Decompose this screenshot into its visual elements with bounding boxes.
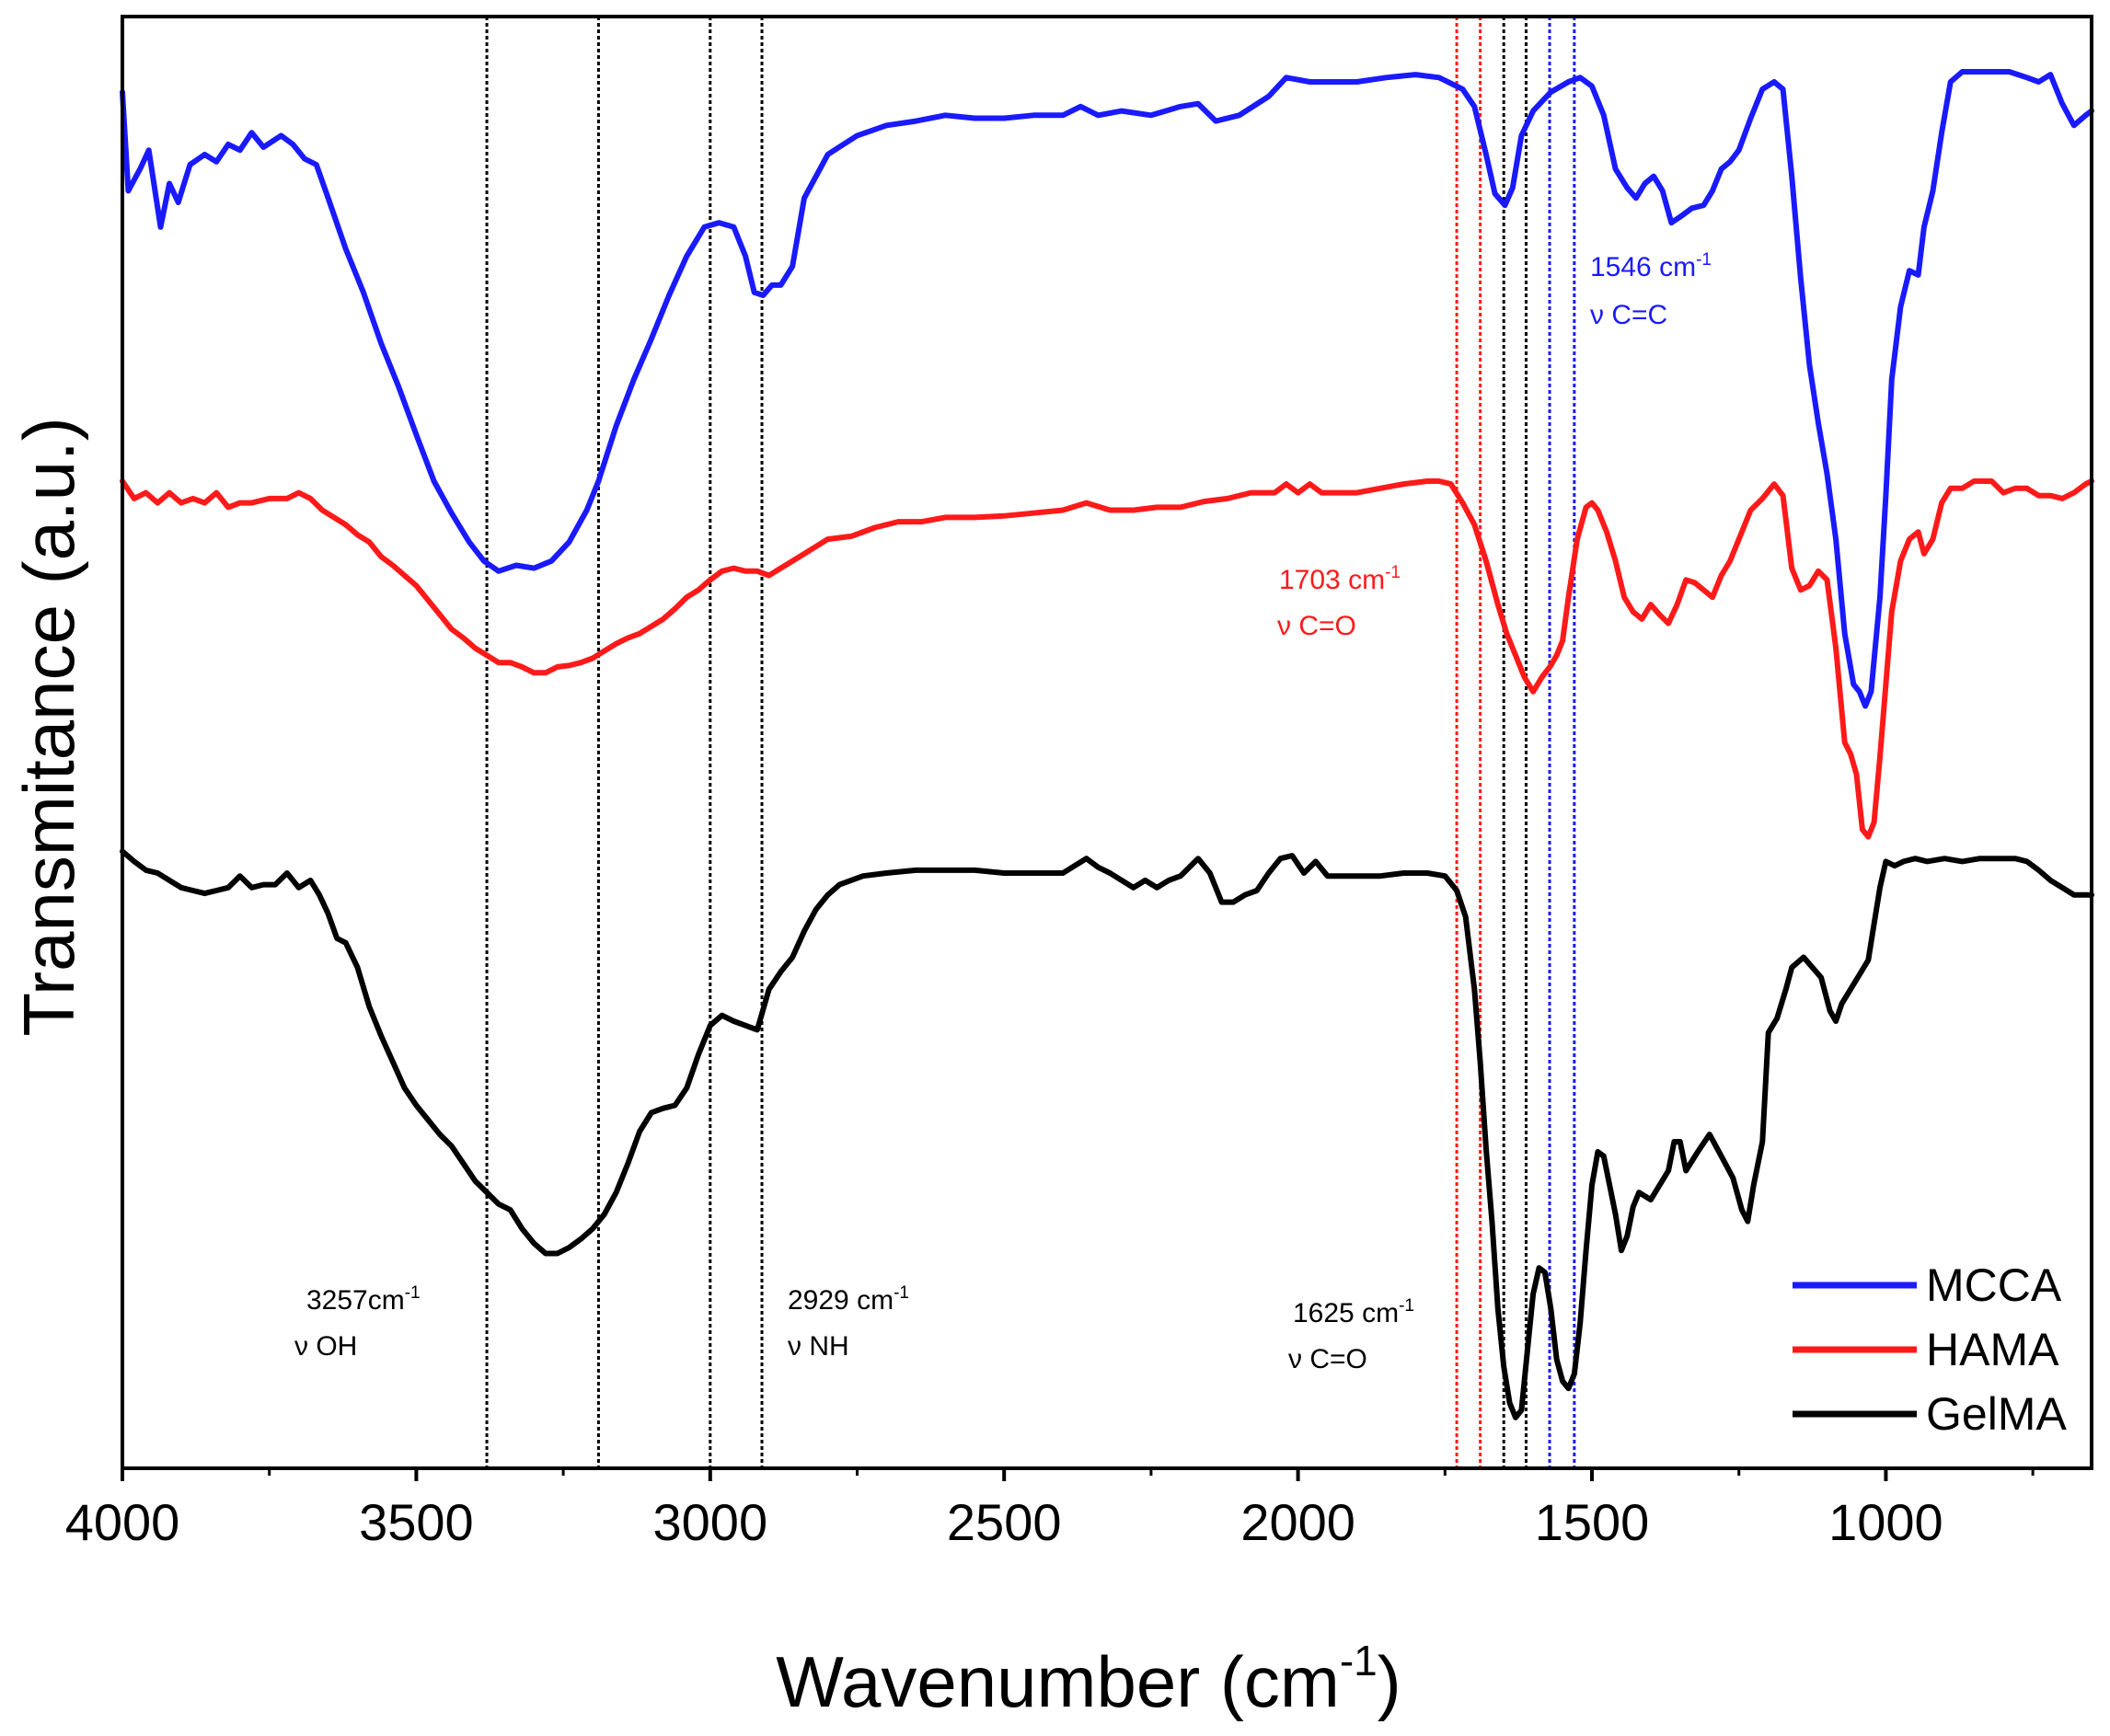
- annotation-1703: 1703 cm-1 ν C=O: [1277, 563, 1401, 641]
- legend-label-hama: HAMA: [1926, 1324, 2059, 1375]
- x-tick-label-3500: 3500: [359, 1493, 474, 1551]
- annotation-3257-value: 3257cm-1: [306, 1283, 421, 1316]
- annotation-1625: 1625 cm-1 ν C=O: [1288, 1296, 1414, 1374]
- annotation-1546-assignment: ν C=C: [1590, 300, 1667, 330]
- x-tick-label-4000: 4000: [65, 1493, 180, 1551]
- annotation-1546-superscript: -1: [1696, 250, 1712, 270]
- plot-frame: [121, 15, 2093, 1470]
- annotation-1625-assignment: ν C=O: [1288, 1344, 1367, 1374]
- x-axis-ticks: 4000 3500 3000 2500 2000 1500 1000: [65, 1468, 2035, 1551]
- annotation-1625-number: 1625 cm: [1293, 1298, 1399, 1328]
- annotation-3257-number: 3257cm: [306, 1285, 405, 1316]
- x-tick-label-2500: 2500: [947, 1493, 1062, 1551]
- x-axis-label-superscript: -1: [1340, 1637, 1378, 1684]
- annotation-2929: 2929 cm-1 ν NH: [788, 1283, 909, 1362]
- reference-lines: [485, 15, 1576, 1470]
- series-line-mcca: [120, 69, 2094, 709]
- annotation-2929-superscript: -1: [894, 1283, 909, 1303]
- series-line-hama: [120, 478, 2094, 840]
- annotation-1703-number: 1703 cm: [1279, 565, 1385, 595]
- x-axis-label-text: Wavenumber (cm: [776, 1641, 1340, 1722]
- x-tick-label-3000: 3000: [653, 1493, 768, 1551]
- x-axis-label: Wavenumber (cm-1): [776, 1637, 1401, 1722]
- annotation-1546-value: 1546 cm-1: [1590, 250, 1712, 282]
- annotation-1625-superscript: -1: [1399, 1296, 1414, 1316]
- legend: MCCA HAMA GelMA: [1793, 1259, 2067, 1440]
- annotation-1703-assignment: ν C=O: [1277, 611, 1356, 641]
- x-tick-label-2000: 2000: [1240, 1493, 1355, 1551]
- annotation-1625-value: 1625 cm-1: [1293, 1296, 1414, 1328]
- annotation-2929-assignment: ν NH: [788, 1331, 849, 1362]
- series-line-gelma: [120, 848, 2094, 1420]
- annotation-3257-assignment: ν OH: [294, 1331, 357, 1362]
- x-tick-label-1500: 1500: [1535, 1493, 1650, 1551]
- legend-label-mcca: MCCA: [1926, 1259, 2062, 1311]
- x-tick-label-1000: 1000: [1828, 1493, 1943, 1551]
- annotation-3257-superscript: -1: [405, 1283, 421, 1303]
- y-axis-label: Transmitance (a.u.): [8, 417, 89, 1036]
- annotation-2929-value: 2929 cm-1: [788, 1283, 909, 1316]
- annotation-1703-value: 1703 cm-1: [1279, 563, 1401, 595]
- annotation-1703-superscript: -1: [1385, 563, 1401, 582]
- legend-label-gelma: GelMA: [1926, 1388, 2067, 1440]
- annotation-1546: 1546 cm-1 ν C=C: [1590, 250, 1712, 330]
- annotation-1546-number: 1546 cm: [1590, 252, 1696, 282]
- x-axis-label-close: ): [1378, 1641, 1401, 1722]
- annotation-3257: 3257cm-1 ν OH: [294, 1283, 421, 1362]
- annotation-2929-number: 2929 cm: [788, 1285, 894, 1316]
- series-layer: [120, 69, 2094, 1420]
